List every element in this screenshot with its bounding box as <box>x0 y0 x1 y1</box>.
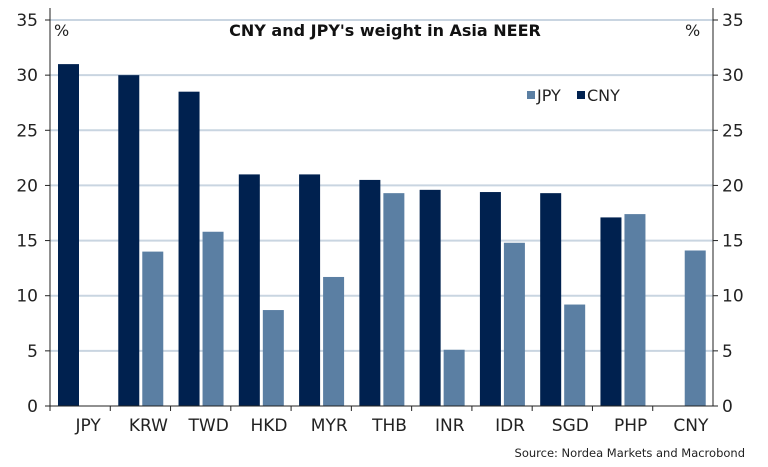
bar-jpy-thb <box>383 193 405 406</box>
bar-jpy-cny <box>684 250 706 406</box>
category-label-jpy: JPY <box>74 416 101 436</box>
category-label-cny: CNY <box>673 416 709 436</box>
bar-cny-hkd <box>238 174 260 406</box>
category-label-krw: KRW <box>129 416 168 436</box>
bar-cny-sgd <box>540 193 562 406</box>
left-tick-label: 15 <box>16 232 38 252</box>
left-tick-label: 10 <box>16 287 38 307</box>
left-tick-label: 20 <box>16 176 38 196</box>
bar-cny-idr <box>479 192 501 406</box>
right-tick-label: 10 <box>722 287 744 307</box>
bar-cny-jpy <box>58 64 79 406</box>
category-label-hkd: HKD <box>250 416 287 436</box>
category-label-idr: IDR <box>495 416 525 436</box>
left-tick-label: 5 <box>27 342 38 362</box>
bars <box>58 64 706 407</box>
category-label-inr: INR <box>435 416 465 436</box>
bar-jpy-hkd <box>262 310 284 406</box>
category-labels: JPY KRW TWD HKD MYR THB INR IDR SGD PHP CNY <box>74 416 708 436</box>
bar-cny-php <box>600 217 622 406</box>
right-unit-label: % <box>685 21 700 40</box>
legend-swatch-jpy <box>527 91 535 99</box>
bar-jpy-inr <box>443 349 465 406</box>
bar-cny-twd <box>178 91 200 406</box>
category-label-twd: TWD <box>188 416 229 436</box>
legend: JPY CNY <box>527 86 620 105</box>
bar-jpy-krw <box>142 251 164 406</box>
axes <box>45 8 718 411</box>
right-tick-label: 15 <box>722 232 744 252</box>
bar-jpy-myr <box>323 276 345 406</box>
tick-labels: 0 0 5 5 10 10 15 15 20 20 25 25 30 30 35 35 <box>16 11 743 417</box>
left-tick-label: 25 <box>16 121 38 141</box>
left-tick-label: 30 <box>16 66 38 86</box>
right-tick-label: 25 <box>722 121 744 141</box>
bar-cny-inr <box>419 189 441 406</box>
legend-label-cny: CNY <box>587 86 620 105</box>
bar-jpy-php <box>624 214 646 406</box>
bar-cny-thb <box>359 179 381 406</box>
right-tick-label: 0 <box>722 397 733 417</box>
legend-label-jpy: JPY <box>536 86 561 105</box>
bar-jpy-sgd <box>564 304 586 406</box>
bar-jpy-idr <box>503 242 525 406</box>
left-tick-label: 0 <box>27 397 38 417</box>
source-note: Source: Nordea Markets and Macrobond <box>515 446 745 460</box>
bar-jpy-twd <box>202 231 224 406</box>
bar-cny-myr <box>299 174 321 406</box>
left-unit-label: % <box>54 21 69 40</box>
category-label-myr: MYR <box>311 416 348 436</box>
bar-cny-krw <box>118 75 140 407</box>
right-tick-label: 30 <box>722 66 744 86</box>
category-label-php: PHP <box>614 416 647 436</box>
right-tick-label: 20 <box>722 176 744 196</box>
legend-swatch-cny <box>577 91 585 99</box>
right-tick-label: 5 <box>722 342 733 362</box>
left-tick-label: 35 <box>16 11 38 31</box>
category-label-sgd: SGD <box>552 416 589 436</box>
right-tick-label: 35 <box>722 11 744 31</box>
category-label-thb: THB <box>371 416 407 436</box>
chart-title: CNY and JPY's weight in Asia NEER <box>229 21 541 40</box>
